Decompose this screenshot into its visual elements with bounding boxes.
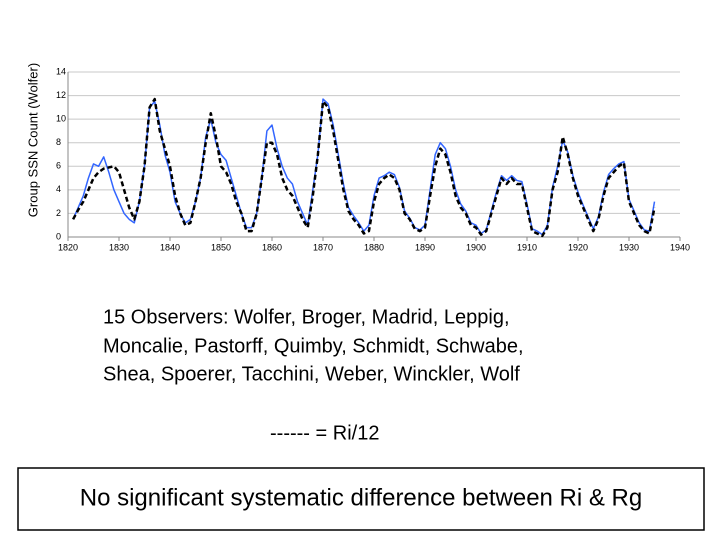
x-tick-label: 1840 <box>160 242 180 252</box>
x-tick-label: 1880 <box>364 242 384 252</box>
x-tick-label: 1820 <box>58 242 78 252</box>
note-line: Moncalie, Pastorff, Quimby, Schmidt, Sch… <box>103 335 524 357</box>
x-tick-label: 1890 <box>415 242 435 252</box>
x-tick-label: 1940 <box>670 242 690 252</box>
y-tick-label: 14 <box>56 66 66 76</box>
y-tick-label: 0 <box>56 231 61 241</box>
dash-note: ------ = Ri/12 <box>270 422 379 444</box>
y-tick-label: 8 <box>56 137 61 147</box>
conclusion-box <box>17 467 705 531</box>
x-tick-label: 1930 <box>619 242 639 252</box>
x-tick-label: 1920 <box>568 242 588 252</box>
y-tick-label: 12 <box>56 90 66 100</box>
y-tick-label: 10 <box>56 114 66 124</box>
note-line: Shea, Spoerer, Tacchini, Weber, Winckler… <box>103 363 520 385</box>
y-axis-label: Group SSN Count (Wolfer) <box>25 63 40 217</box>
x-tick-label: 1830 <box>109 242 129 252</box>
x-tick-label: 1900 <box>466 242 486 252</box>
x-tick-label: 1860 <box>262 242 282 252</box>
note-line: 15 Observers: Wolfer, Broger, Madrid, Le… <box>103 306 510 328</box>
conclusion: No significant systematic difference bet… <box>80 484 643 511</box>
series-line <box>72 97 656 238</box>
y-tick-label: 6 <box>56 161 61 171</box>
x-tick-label: 1910 <box>517 242 537 252</box>
y-tick-label: 4 <box>56 184 61 194</box>
x-tick-label: 1850 <box>211 242 231 252</box>
y-tick-label: 2 <box>56 208 61 218</box>
x-tick-label: 1870 <box>313 242 333 252</box>
